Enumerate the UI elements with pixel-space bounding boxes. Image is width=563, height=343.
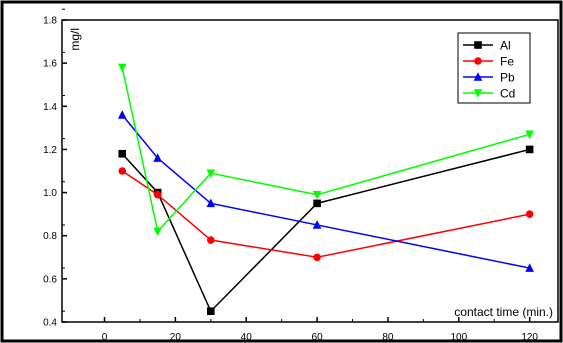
x-tick-label: 40 xyxy=(241,332,253,343)
x-axis-label: contact time (min.) xyxy=(454,305,553,319)
legend-entry-cd: Cd xyxy=(463,87,515,101)
x-axis: 0 20 40 60 80 100 120 xyxy=(102,317,538,343)
legend-label: Cd xyxy=(500,87,515,101)
data-point-al xyxy=(313,199,321,208)
x-tick-label: 100 xyxy=(450,332,467,343)
y-tick-label: 0.4 xyxy=(43,318,57,329)
data-point-cd xyxy=(117,63,127,73)
data-point-fe xyxy=(313,253,321,262)
data-point-pb xyxy=(153,153,162,162)
legend-entry-fe: Fe xyxy=(463,55,514,69)
legend-entry-pb: Pb xyxy=(463,71,515,85)
legend: Al Fe Pb Cd xyxy=(457,32,531,104)
legend-label: Pb xyxy=(500,71,515,85)
data-point-al xyxy=(207,307,215,316)
x-tick-label: 20 xyxy=(170,332,182,343)
y-axis-label: mg/l xyxy=(68,28,82,51)
legend-entry-al: Al xyxy=(463,39,511,53)
y-tick-label: 0.6 xyxy=(43,274,57,285)
data-point-cd xyxy=(525,130,534,140)
data-point-fe xyxy=(207,236,215,244)
x-tick-label: 60 xyxy=(312,332,324,343)
x-tick-label: 120 xyxy=(521,332,538,343)
y-tick-label: 1.8 xyxy=(43,16,57,27)
y-tick-label: 1.0 xyxy=(43,188,57,199)
data-point-pb xyxy=(117,110,127,119)
y-tick-label: 1.6 xyxy=(43,59,57,70)
series-fe xyxy=(118,167,534,262)
legend-marker xyxy=(474,57,482,65)
legend-label: Al xyxy=(500,39,511,53)
y-tick-label: 1.2 xyxy=(43,145,57,156)
data-point-pb xyxy=(525,263,534,272)
data-point-pb xyxy=(312,220,322,229)
legend-label: Fe xyxy=(500,55,514,69)
data-point-al xyxy=(525,145,534,154)
y-tick-label: 1.4 xyxy=(43,102,57,113)
data-point-pb xyxy=(206,198,216,208)
legend-marker xyxy=(473,89,483,98)
x-tick-label: 80 xyxy=(382,332,394,343)
y-axis: 0.4 0.6 0.8 1.0 1.2 1.4 1.6 1.8 xyxy=(43,8,67,329)
data-point-al xyxy=(118,149,127,158)
x-tick-label: 0 xyxy=(102,332,108,343)
legend-marker xyxy=(473,72,483,81)
data-point-cd xyxy=(153,227,162,237)
data-point-fe xyxy=(525,210,534,218)
series-pb xyxy=(117,110,534,272)
y-tick-label: 0.8 xyxy=(43,231,57,242)
data-point-fe xyxy=(118,167,127,175)
series-cd xyxy=(117,63,534,237)
data-point-cd xyxy=(206,169,216,178)
series-group xyxy=(117,63,534,316)
legend-marker xyxy=(474,41,482,49)
data-point-fe xyxy=(153,190,162,199)
data-point-cd xyxy=(312,190,322,200)
